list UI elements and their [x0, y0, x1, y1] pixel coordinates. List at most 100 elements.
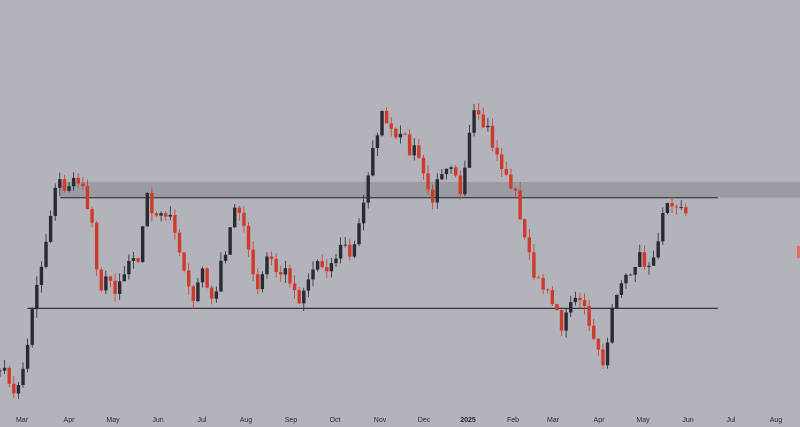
candle-body — [638, 252, 642, 267]
candle-body — [48, 215, 53, 242]
candle-body — [182, 252, 186, 271]
candle-body — [136, 258, 140, 262]
candle-body — [246, 225, 251, 250]
candle-body — [67, 186, 71, 191]
candle-body — [559, 310, 564, 331]
candle-body — [325, 267, 329, 272]
candle-body — [430, 189, 435, 203]
candle-body — [605, 342, 610, 366]
candle-body — [279, 271, 283, 275]
x-tick-label: Sep — [285, 417, 298, 424]
candle-body — [223, 254, 228, 261]
candle-body — [35, 284, 39, 310]
x-tick-label: Mar — [547, 417, 560, 424]
x-tick-label: Feb — [507, 417, 519, 424]
candle-body — [242, 212, 246, 226]
candle-body — [564, 312, 568, 331]
x-tick-label: Aug — [240, 417, 253, 424]
x-tick-label: Dec — [418, 417, 431, 424]
candle-body — [670, 203, 674, 207]
x-tick-label: Nov — [374, 417, 387, 424]
candle-body — [642, 252, 647, 267]
candle-body — [573, 297, 578, 303]
candle-body — [99, 269, 103, 291]
x-tick-label: Oct — [330, 417, 341, 424]
candle-body — [12, 383, 16, 394]
candle-body — [513, 188, 518, 191]
candle-body — [256, 274, 260, 290]
candle-body — [334, 258, 338, 264]
x-tick-label: Apr — [64, 417, 76, 424]
candle-body — [601, 349, 605, 366]
candle-body — [481, 114, 485, 128]
candle-body — [315, 261, 320, 270]
x-axis: Mar Apr May Jun Jul Aug Sep Oct Nov Dec 2025 Feb Mar… — [16, 417, 782, 424]
candle-body — [168, 214, 173, 217]
candle-body — [550, 290, 555, 305]
candle-body — [665, 203, 670, 213]
candle-body — [104, 276, 108, 291]
candle-body — [389, 123, 393, 129]
candle-body — [338, 244, 343, 259]
candle-body — [661, 212, 665, 242]
candle-body — [21, 368, 25, 385]
candle-body — [366, 175, 370, 203]
candle-body — [476, 110, 481, 115]
supply-zone-band — [60, 181, 800, 198]
candle-body — [527, 237, 532, 253]
candle-body — [228, 227, 232, 255]
candle-body — [458, 175, 462, 195]
candle-body — [412, 145, 416, 156]
candle-body — [421, 157, 426, 174]
candle-body — [62, 179, 67, 191]
candle-body — [523, 219, 527, 238]
candle-body — [348, 244, 352, 257]
candle-body — [297, 290, 301, 304]
x-tick-label: Jun — [152, 417, 163, 424]
candle-body — [499, 154, 504, 169]
candle-body — [679, 207, 683, 209]
candle-body — [113, 280, 117, 294]
candle-body — [592, 325, 596, 339]
candle-body — [214, 291, 219, 299]
candle-body — [274, 258, 278, 272]
candle-body — [39, 266, 44, 285]
x-tick-label: Mar — [16, 417, 29, 424]
x-tick-label: Apr — [594, 417, 606, 424]
candle-body — [145, 192, 149, 227]
candle-body — [191, 286, 196, 302]
candle-body — [205, 268, 209, 288]
candle-body — [536, 277, 541, 279]
candle-body — [283, 268, 288, 275]
candle-body — [624, 274, 628, 284]
candle-body — [343, 244, 347, 246]
candle-body — [127, 260, 131, 275]
candle-body — [449, 167, 453, 169]
candles-group — [0, 103, 688, 399]
candle-body — [352, 244, 357, 257]
price-marker — [797, 246, 800, 258]
candle-body — [329, 263, 334, 272]
candle-body — [81, 183, 85, 187]
candle-body — [467, 132, 472, 168]
candle-body — [541, 278, 545, 290]
candle-body — [647, 265, 651, 267]
candle-body — [578, 297, 582, 301]
candle-body — [44, 241, 48, 267]
candle-body — [251, 249, 255, 275]
candle-body — [651, 257, 656, 266]
candle-body — [2, 367, 7, 371]
candle-body — [150, 192, 154, 214]
candle-body — [159, 213, 163, 216]
candle-body — [187, 270, 191, 287]
candle-body — [71, 177, 76, 187]
candle-body — [674, 206, 679, 208]
candle-body — [440, 174, 444, 180]
x-tick-label: 2025 — [460, 417, 476, 424]
x-tick-label: May — [636, 417, 650, 424]
candle-body — [30, 309, 34, 345]
candle-body — [463, 167, 467, 195]
